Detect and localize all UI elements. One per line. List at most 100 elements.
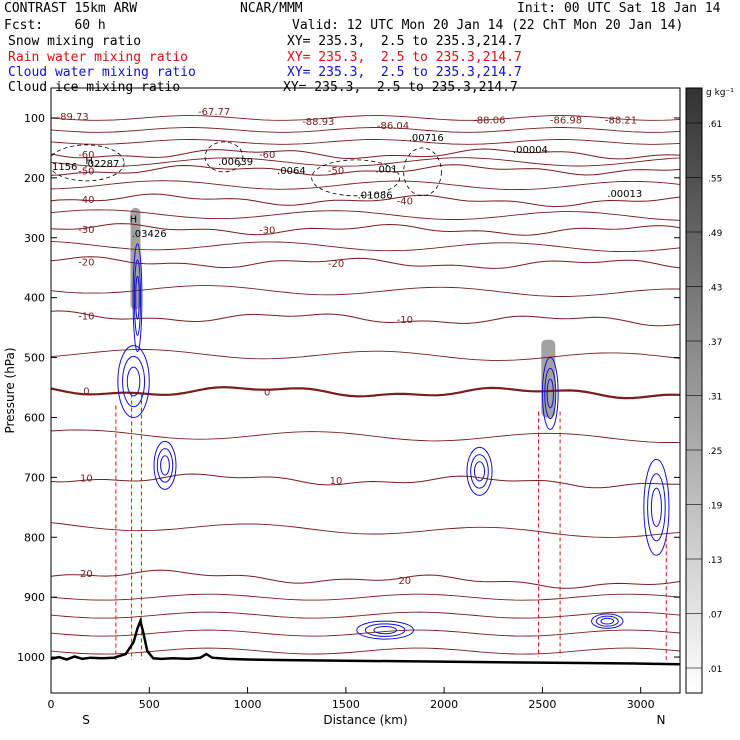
temperature-contour-minor bbox=[51, 115, 680, 121]
y-tick-label: 900 bbox=[24, 591, 45, 604]
field-rain-xy: XY= 235.3, 2.5 to 235.3,214.7 bbox=[287, 50, 522, 65]
annotations-layer: -89.73 -67.77 -88.93 -86.04 -88.06 -86.98 -88.… bbox=[52, 107, 642, 240]
x-tick-label: 3000 bbox=[627, 698, 655, 711]
cloud-water-contour bbox=[122, 355, 146, 408]
temperature-contour-minor bbox=[51, 647, 680, 655]
x-tick-label: 2000 bbox=[430, 698, 458, 711]
temperature-contour-minor bbox=[51, 429, 680, 443]
temperature-extremum-label: -67.77 bbox=[198, 107, 230, 118]
field-annotation: .001 bbox=[375, 164, 397, 175]
field-annotation: H bbox=[85, 156, 93, 167]
x-tick-label: 2500 bbox=[528, 698, 556, 711]
temperature-contour-label: 10 bbox=[330, 476, 343, 487]
temperature-contour bbox=[51, 386, 680, 400]
temperature-contour bbox=[51, 193, 680, 208]
header-model: CONTRAST 15km ARW bbox=[4, 1, 138, 16]
endpoint-right-label: N bbox=[657, 713, 666, 727]
field-annotation: .00013 bbox=[607, 189, 642, 200]
temperature-contour bbox=[51, 569, 680, 589]
temperature-contour-minor bbox=[51, 349, 680, 361]
plot-area: -60 -60 -50 -50 -40 -40 -30 -30 -20 -20 -10 -10 0 0 10… bbox=[51, 107, 680, 666]
colorbar-level-label: .25 bbox=[708, 447, 722, 457]
temperature-contour-label: -20 bbox=[328, 259, 344, 270]
colorbar-level-label: .07 bbox=[708, 611, 722, 621]
y-tick-label: 500 bbox=[24, 352, 45, 365]
header-valid: Valid: 12 UTC Mon 20 Jan 14 (22 ChT Mon … bbox=[292, 18, 684, 33]
x-tick-label: 1500 bbox=[332, 698, 360, 711]
cloud-water-contour bbox=[473, 461, 486, 482]
temperature-extremum-label: -88.93 bbox=[302, 117, 334, 128]
temperature-contour-label: 0 bbox=[264, 388, 270, 399]
cloud-water-contour bbox=[591, 613, 624, 629]
temperature-contour-minor bbox=[51, 240, 680, 253]
y-tick-label: 300 bbox=[24, 232, 45, 245]
cloud-water-contour bbox=[595, 615, 619, 627]
y-tick-label: 1000 bbox=[17, 651, 45, 664]
temperature-contour-label: -40 bbox=[78, 195, 94, 206]
snow-contours bbox=[51, 141, 442, 197]
colorbar-unit: g kg⁻¹ bbox=[706, 88, 734, 98]
temperature-contour-minor bbox=[51, 629, 680, 637]
field-annotation: H bbox=[130, 215, 138, 226]
temperature-contour-label: 0 bbox=[83, 387, 89, 398]
y-axis-label: Pressure (hPa) bbox=[3, 347, 17, 433]
cloud-water-contour bbox=[650, 487, 662, 527]
temperature-extremum-label: -88.21 bbox=[605, 116, 637, 127]
temperature-contour bbox=[51, 310, 680, 327]
temperature-contour-label: -50 bbox=[328, 166, 344, 177]
temperature-contour bbox=[51, 473, 680, 489]
colorbar-level-label: .43 bbox=[708, 284, 722, 294]
temperature-contour bbox=[51, 164, 680, 176]
colorbar: g kg⁻¹ .01 .07 .13 .19 .25 .31 .37 .43 .49 .55 .61 bbox=[685, 87, 734, 694]
cloud-water-contour bbox=[364, 623, 406, 637]
snow-contour bbox=[311, 159, 401, 197]
temperature-contour-minor bbox=[51, 285, 680, 297]
plot-frame bbox=[50, 87, 681, 694]
field-annotation: .0064 bbox=[277, 166, 306, 177]
field-annotation: .00639 bbox=[218, 157, 253, 168]
temperature-extremum-label: -88.06 bbox=[473, 116, 505, 127]
temperature-contour-label: 20 bbox=[398, 576, 411, 587]
cloud-water-contour bbox=[132, 243, 143, 353]
snow-contour bbox=[51, 144, 125, 182]
temperature-contour-label: 20 bbox=[80, 569, 93, 580]
axes: 0 500 1000 1500 2000 2500 30001002003004005006… bbox=[3, 112, 680, 727]
snow-contour bbox=[403, 147, 442, 197]
y-tick-label: 200 bbox=[24, 172, 45, 185]
field-snow-name: Snow mixing ratio bbox=[8, 34, 142, 49]
temperature-contour-label: -10 bbox=[78, 312, 94, 323]
cloud-water-contour bbox=[135, 275, 140, 320]
cloud-water-contour bbox=[126, 366, 141, 397]
cloud-water-contours bbox=[117, 243, 670, 640]
y-tick-label: 800 bbox=[24, 531, 45, 544]
field-cloudwater-name: Cloud water mixing ratio bbox=[8, 65, 196, 80]
cloud-water-contour bbox=[356, 620, 414, 640]
temperature-extremum-label: -89.73 bbox=[56, 112, 88, 123]
ice-shading-layer bbox=[130, 207, 556, 418]
rain-water-contours bbox=[115, 393, 667, 661]
field-annotation: 1156 bbox=[52, 162, 77, 173]
colorbar-level-label: .55 bbox=[708, 175, 722, 185]
cloud-water-contour bbox=[600, 617, 615, 625]
temperature-contour-minor bbox=[51, 180, 680, 191]
y-tick-label: 700 bbox=[24, 471, 45, 484]
temperature-extremum-label: -86.04 bbox=[377, 121, 409, 132]
cloud-water-contour bbox=[117, 345, 150, 418]
cloud-water-contour bbox=[466, 446, 493, 496]
terrain-line bbox=[51, 617, 680, 666]
temperature-contour-label: -20 bbox=[78, 258, 94, 269]
header-fcst: Fcst: 60 h bbox=[4, 18, 106, 33]
cloud-water-contour bbox=[546, 378, 554, 409]
field-annotation: .01086 bbox=[358, 191, 393, 202]
temperature-contour-label: -60 bbox=[259, 150, 275, 161]
temperature-contour-minor bbox=[51, 593, 680, 601]
cloud-water-contour bbox=[541, 357, 559, 430]
x-tick-label: 500 bbox=[139, 698, 160, 711]
cloud-water-contour bbox=[156, 448, 174, 483]
colorbar-fill bbox=[685, 87, 703, 694]
temperature-contour-minor bbox=[51, 611, 680, 619]
colorbar-level-label: .19 bbox=[708, 502, 723, 512]
temperature-contour bbox=[51, 148, 680, 160]
temperature-contours: -60 -60 -50 -50 -40 -40 -30 -30 -20 -20 -10 -10 0 0 10… bbox=[51, 115, 680, 655]
